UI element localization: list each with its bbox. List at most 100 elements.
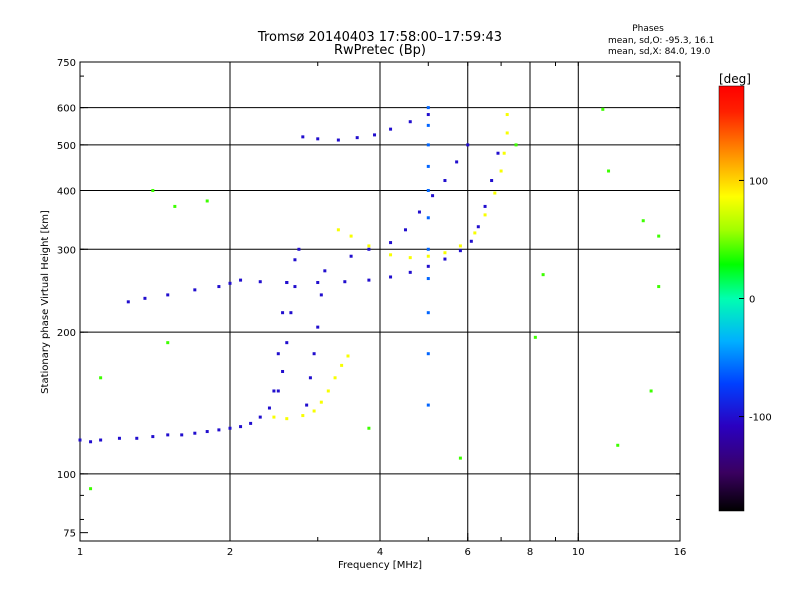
data-point	[426, 277, 430, 281]
data-point	[326, 389, 330, 393]
data-point	[426, 216, 430, 220]
data-point	[426, 143, 430, 147]
data-point	[99, 438, 103, 442]
data-point	[276, 352, 280, 356]
data-point	[458, 456, 462, 460]
data-point	[217, 428, 221, 432]
colorbar-tick-label: -100	[749, 413, 772, 424]
data-point	[340, 363, 344, 367]
data-point	[151, 435, 155, 439]
data-point	[272, 389, 276, 393]
chart-title-line1: Tromsø 20140403 17:58:00–17:59:43	[257, 30, 502, 45]
x-tick-label: 2	[227, 547, 233, 558]
data-point	[657, 285, 661, 289]
data-point	[466, 143, 470, 147]
phase-stats-x: mean, sd,X: 84.0, 19.0	[608, 47, 711, 57]
data-point	[281, 311, 285, 315]
data-point	[367, 244, 371, 248]
data-point	[417, 210, 421, 214]
data-point	[89, 487, 93, 491]
data-point	[493, 191, 497, 195]
data-point	[301, 135, 305, 139]
data-point	[505, 131, 509, 135]
data-point	[389, 241, 393, 245]
data-point	[316, 325, 320, 329]
data-point	[293, 285, 297, 289]
data-point	[443, 257, 447, 261]
x-tick-label: 16	[674, 547, 687, 558]
data-point	[505, 113, 509, 117]
data-point	[601, 107, 605, 111]
y-tick-label: 100	[57, 470, 76, 481]
x-tick-label: 1	[77, 547, 83, 558]
data-point	[166, 293, 170, 297]
data-point	[431, 194, 435, 198]
data-point	[502, 151, 506, 155]
data-point	[166, 341, 170, 345]
data-point	[285, 341, 289, 345]
data-point	[239, 278, 243, 282]
data-point	[276, 389, 280, 393]
data-point	[426, 254, 430, 258]
data-point	[367, 247, 371, 251]
data-points	[78, 106, 661, 491]
data-point	[99, 376, 103, 380]
data-point	[316, 137, 320, 141]
y-tick-label: 750	[57, 58, 76, 69]
y-tick-label: 600	[57, 104, 76, 115]
data-point	[443, 179, 447, 183]
data-point	[389, 275, 393, 279]
colorbar-label: [deg]	[719, 72, 751, 86]
data-point	[239, 425, 243, 429]
x-tick-label: 6	[465, 547, 471, 558]
y-axis-label: Stationary phase Virtual Height [km]	[40, 210, 51, 394]
data-point	[367, 278, 371, 282]
data-point	[657, 234, 661, 238]
data-point	[180, 433, 184, 437]
data-point	[312, 352, 316, 356]
data-point	[469, 239, 473, 243]
data-point	[499, 169, 503, 173]
y-tick-label: 300	[57, 245, 76, 256]
phase-stats-title: Phases	[632, 24, 664, 34]
data-point	[285, 281, 289, 285]
data-point	[426, 403, 430, 407]
data-point	[443, 251, 447, 255]
data-point	[336, 228, 340, 232]
data-point	[408, 270, 412, 274]
data-point	[308, 376, 312, 380]
data-point	[193, 431, 197, 435]
data-point	[312, 409, 316, 413]
data-point	[346, 354, 350, 358]
data-point	[426, 247, 430, 251]
data-point	[258, 280, 262, 284]
data-point	[258, 415, 262, 419]
data-point	[483, 213, 487, 217]
data-point	[319, 293, 323, 297]
data-point	[455, 160, 459, 164]
data-point	[426, 123, 430, 127]
data-point	[305, 403, 309, 407]
data-point	[408, 256, 412, 260]
y-tick-label: 200	[57, 328, 76, 339]
data-point	[117, 436, 121, 440]
data-point	[349, 234, 353, 238]
data-point	[473, 231, 477, 235]
data-point	[272, 415, 276, 419]
data-point	[458, 244, 462, 248]
data-point	[143, 296, 147, 300]
data-point	[367, 426, 371, 430]
data-point	[293, 258, 297, 262]
data-point	[267, 406, 271, 410]
data-point	[426, 264, 430, 268]
data-point	[426, 352, 430, 356]
grid-lines	[80, 62, 680, 541]
data-point	[373, 133, 377, 137]
phase-stats-o: mean, sd,O: -95.3, 16.1	[608, 36, 714, 46]
data-point	[389, 127, 393, 131]
y-axis-ticks: 75 100 200 300 400 500 600 750	[57, 58, 680, 540]
data-point	[173, 204, 177, 208]
data-point	[319, 400, 323, 404]
data-point	[193, 288, 197, 292]
